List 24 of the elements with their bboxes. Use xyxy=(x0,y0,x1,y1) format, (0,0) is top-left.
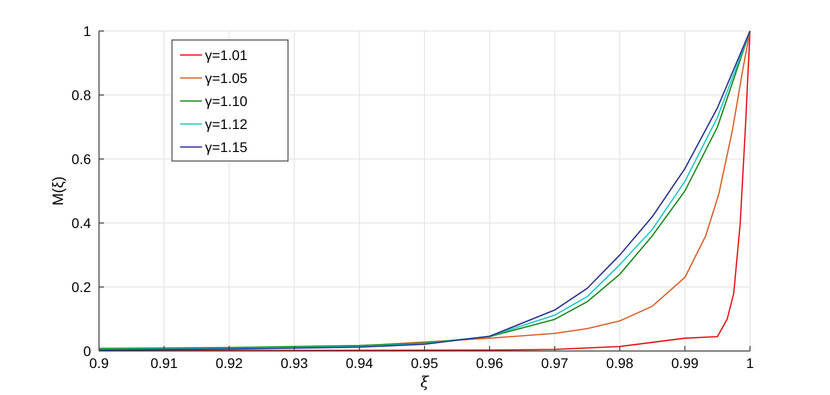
x-tick-label: 0.99 xyxy=(671,355,699,371)
legend-label: γ=1.05 xyxy=(205,70,248,86)
x-tick-label: 0.91 xyxy=(150,355,178,371)
y-tick-label: 0.8 xyxy=(72,87,92,103)
x-tick-label: 1 xyxy=(746,355,754,371)
legend-label: γ=1.10 xyxy=(205,93,248,109)
x-tick-label: 0.98 xyxy=(606,355,634,371)
x-tick-label: 0.93 xyxy=(280,355,308,371)
x-tick-label: 0.92 xyxy=(216,355,244,371)
x-tick-label: 0.97 xyxy=(541,355,569,371)
y-tick-label: 0.4 xyxy=(72,215,92,231)
y-tick-label: 0 xyxy=(83,343,92,359)
y-tick-label: 1 xyxy=(83,23,92,39)
y-tick-label: 0.2 xyxy=(72,279,92,295)
x-tick-label: 0.96 xyxy=(476,355,504,371)
legend-label: γ=1.01 xyxy=(205,47,248,63)
x-tick-label: 0.94 xyxy=(346,355,374,371)
x-tick-label: 0.9 xyxy=(89,355,109,371)
x-tick-label: 0.95 xyxy=(410,355,438,371)
legend-label: γ=1.15 xyxy=(205,139,248,155)
y-axis-title: M(ξ) xyxy=(50,176,67,206)
legend-label: γ=1.12 xyxy=(205,116,248,132)
y-tick-label: 0.6 xyxy=(72,151,92,167)
x-axis-title: ξ xyxy=(420,373,430,391)
